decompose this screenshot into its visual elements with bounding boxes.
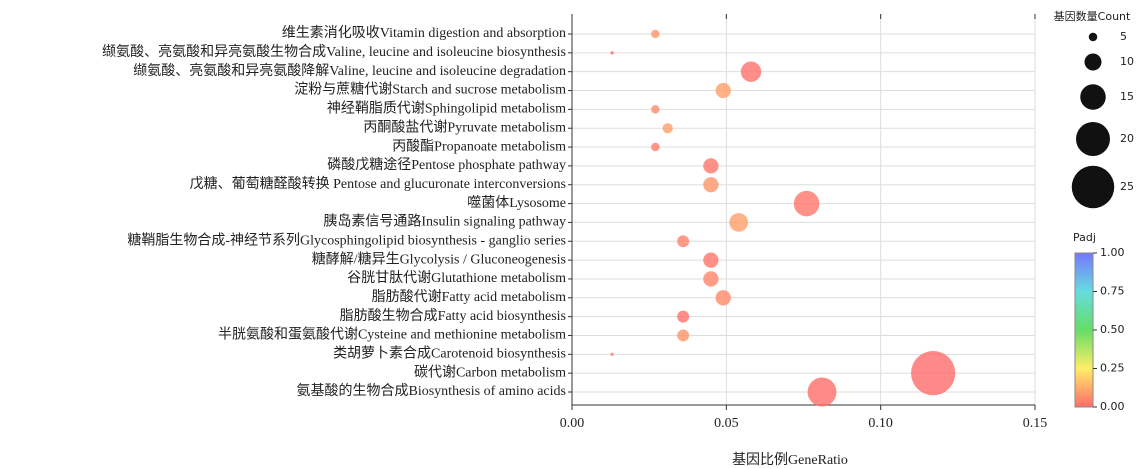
x-axis-label: 基因比例GeneRatio xyxy=(732,451,848,468)
bubble xyxy=(651,29,660,39)
colorbar-tick-label: 1.00 xyxy=(1100,246,1125,259)
bubble xyxy=(715,82,731,99)
y-tick-label: 丙酸酯Propanoate metabolism xyxy=(392,138,566,154)
x-tick-label: 0.00 xyxy=(560,416,585,431)
y-tick-label: 神经鞘脂质代谢Sphingolipid metabolism xyxy=(327,101,566,117)
bubble xyxy=(677,235,690,248)
colorbar-tick-label: 0.25 xyxy=(1100,362,1125,375)
bubble xyxy=(703,177,719,193)
size-legend-label: 5 xyxy=(1120,30,1127,43)
y-tick-label: 类胡萝卜素合成Carotenoid biosynthesis xyxy=(333,346,566,362)
bubble xyxy=(703,252,719,268)
colorbar-title: Padj xyxy=(1073,231,1096,244)
bubble xyxy=(715,290,731,306)
y-tick-label: 脂肪酸代谢Fatty acid metabolism xyxy=(372,289,567,305)
y-tick-label: 丙酮酸盐代谢Pyruvate metabolism xyxy=(363,119,566,135)
bubble xyxy=(911,351,956,396)
size-legend-mark xyxy=(1080,84,1106,110)
y-tick-label: 缬氨酸、亮氨酸和异亮氨酸降解Valine, leucine and isoleu… xyxy=(133,62,566,79)
x-tick-label: 0.05 xyxy=(714,416,739,431)
size-legend-label: 20 xyxy=(1120,132,1134,145)
x-tick-label: 0.15 xyxy=(1023,416,1048,431)
size-legend-label: 10 xyxy=(1120,55,1134,68)
x-tick-label: 0.10 xyxy=(868,416,893,431)
bubble xyxy=(807,377,837,407)
bubble xyxy=(677,329,690,342)
bubble xyxy=(662,123,673,134)
bubble xyxy=(610,51,614,55)
y-tick-label: 糖鞘脂生物合成-神经节系列Glycosphingolipid biosynthe… xyxy=(127,232,566,248)
y-tick-label: 半胱氨酸和蛋氨酸代谢Cysteine and methionine metabo… xyxy=(218,327,566,343)
size-legend-title: 基因数量Count xyxy=(1054,10,1131,23)
size-legend-mark xyxy=(1076,122,1110,156)
colorbar-tick-label: 0.75 xyxy=(1100,285,1125,298)
y-tick-label: 糖酵解/糖异生Glycolysis / Gluconeogenesis xyxy=(312,251,566,267)
y-tick-label: 维生素消化吸收Vitamin digestion and absorption xyxy=(282,25,566,41)
y-tick-label: 脂肪酸生物合成Fatty acid biosynthesis xyxy=(340,308,566,324)
y-tick-label: 戊糖、葡萄糖醛酸转换 Pentose and glucuronate inter… xyxy=(190,175,566,192)
y-tick-label: 谷胱甘肽代谢Glutathione metabolism xyxy=(347,270,566,286)
bubble xyxy=(610,352,614,357)
bubble xyxy=(677,310,690,323)
bubble xyxy=(740,61,762,82)
bubble xyxy=(651,142,660,152)
y-tick-label: 胰岛素信号通路Insulin signaling pathway xyxy=(323,214,566,230)
size-legend-label: 15 xyxy=(1120,90,1134,103)
size-legend-mark xyxy=(1084,53,1102,71)
y-tick-label: 淀粉与蔗糖代谢Starch and sucrose metabolism xyxy=(294,82,566,98)
y-tick-label: 噬菌体Lysosome xyxy=(467,195,566,211)
size-legend-mark xyxy=(1088,32,1098,42)
colorbar-tick-label: 0.00 xyxy=(1100,400,1125,413)
colorbar xyxy=(1074,252,1094,408)
y-tick-label: 氨基酸的生物合成Biosynthesis of amino acids xyxy=(297,382,567,399)
bubble xyxy=(651,105,660,114)
bubble xyxy=(729,213,749,232)
y-tick-label: 缬氨酸、亮氨酸和异亮氨酸生物合成Valine, leucine and isol… xyxy=(102,43,566,60)
y-tick-label: 磷酸戊糖途径Pentose phosphate pathway xyxy=(327,156,566,173)
y-tick-label: 碳代谢Carbon metabolism xyxy=(414,364,566,380)
bubble xyxy=(703,271,719,287)
size-legend-label: 25 xyxy=(1120,180,1134,193)
colorbar-tick-label: 0.50 xyxy=(1100,323,1125,336)
bubble xyxy=(793,190,820,217)
size-legend-mark xyxy=(1071,165,1115,209)
bubble xyxy=(703,158,719,174)
